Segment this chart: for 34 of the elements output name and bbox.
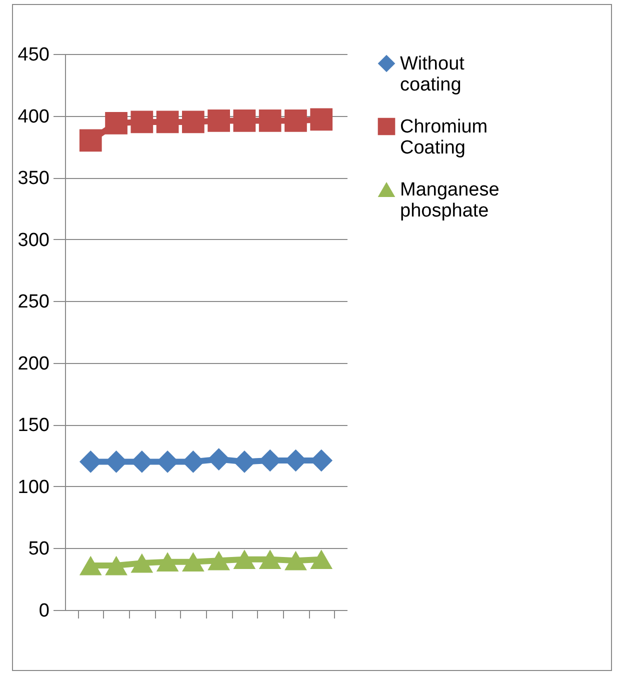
y-tick-label: 200 <box>18 353 50 374</box>
point <box>79 129 102 152</box>
point <box>156 110 179 134</box>
point <box>130 110 154 134</box>
point <box>130 553 154 573</box>
point <box>208 550 230 570</box>
point <box>233 550 256 570</box>
point <box>105 556 128 576</box>
y-tick-label: 100 <box>18 476 50 498</box>
legend-label: Manganese phosphate <box>400 180 500 222</box>
y-tick-label: 50 <box>28 538 50 560</box>
y-tick-label: 450 <box>18 44 50 66</box>
point <box>284 110 307 132</box>
y-tick-label: 300 <box>18 230 50 251</box>
point <box>208 110 230 132</box>
point <box>258 110 282 132</box>
point <box>258 550 282 570</box>
point <box>182 552 204 572</box>
point <box>310 550 333 570</box>
y-tick-label: 0 <box>38 600 50 622</box>
point <box>182 110 204 134</box>
point <box>284 550 307 570</box>
point <box>79 556 102 576</box>
legend-label: Without coating <box>400 54 466 96</box>
point <box>208 448 230 470</box>
point <box>105 112 128 134</box>
y-tick-label: 400 <box>18 106 50 128</box>
y-tick-label: 150 <box>18 415 50 436</box>
point <box>233 110 256 132</box>
point <box>310 108 333 131</box>
point <box>156 552 179 572</box>
legend-label: Chromium Coating <box>400 116 488 158</box>
y-tick-label: 250 <box>18 292 50 313</box>
y-tick-label: 350 <box>18 168 50 190</box>
